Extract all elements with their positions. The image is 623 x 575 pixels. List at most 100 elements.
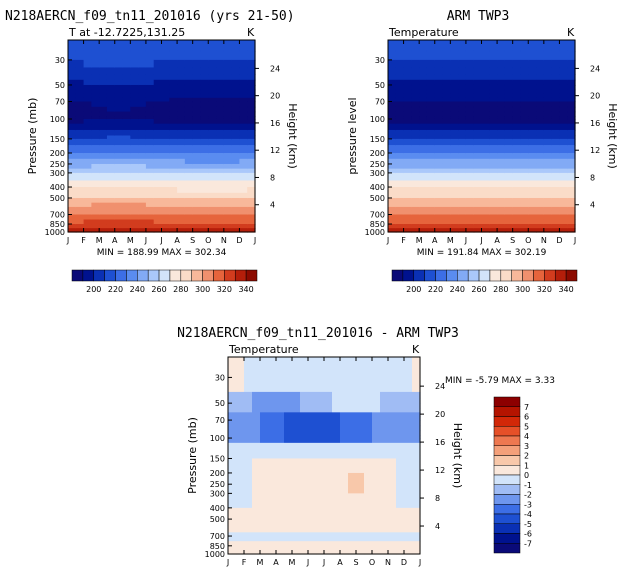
heatmap-cell [481,84,490,91]
heatmap-cell [395,89,405,95]
heatmap-cell [520,93,529,99]
heatmap-cell [450,219,459,225]
heatmap-cell [364,484,373,490]
heatmap-cell [332,523,341,529]
heatmap-cell [292,501,301,509]
heatmap-cell [239,118,248,125]
y2-axis-title: Height (km) [286,103,299,169]
heatmap-cell [364,501,373,509]
colorbar-label: 1 [524,461,529,470]
heatmap-cell [388,472,397,480]
colorbar-swatch [104,269,116,282]
heatmap-cell [473,206,483,212]
heatmap-cell [247,168,256,174]
heatmap-cell [380,478,389,485]
heatmap-cell [169,79,178,86]
heatmap-cell [239,180,248,188]
heatmap-cell [388,168,397,174]
heatmap-cell [411,116,420,120]
month-label: J [159,236,162,245]
heatmap-cell [340,449,349,456]
heatmap-cell [372,454,381,460]
heatmap-cell [412,438,421,444]
heatmap-cell [403,158,412,165]
heatmap-cell [411,219,420,225]
heatmap-cell [223,89,233,95]
heatmap-cell [404,438,413,444]
heatmap-cell [412,397,421,404]
heatmap-cell [388,79,397,86]
heatmap-cell [403,172,412,182]
heatmap-cell [284,493,293,502]
heatmap-cell [75,168,85,174]
heatmap-cell [231,123,241,131]
heatmap-cell [403,202,412,208]
heatmap-cell [395,219,405,225]
heatmap-cell [114,118,124,125]
heatmap-cell [130,163,139,170]
heatmap-cell [403,163,412,170]
heatmap-cell [184,153,194,160]
heatmap-cell [364,416,373,421]
heatmap-cell [512,192,522,199]
heatmap-cell [223,192,233,199]
heatmap-cell [528,50,537,61]
heatmap-cell [473,153,483,160]
heatmap-cell [231,106,241,113]
heatmap-cell [177,116,186,120]
month-label: J [573,236,576,245]
heatmap-cell [300,416,309,421]
heatmap-cell [260,442,269,450]
colorbar-label: 4 [524,432,529,441]
heatmap-cell [114,111,124,118]
heatmap-cell [396,488,405,494]
heatmap-cell [520,214,529,221]
heatmap-cell [372,397,381,404]
heatmap-cell [200,93,209,99]
colorbar-swatch [71,269,84,282]
heatmap-cell [465,197,475,204]
pressure-tick-label: 200 [210,469,225,478]
heatmap-cell [308,407,317,413]
heatmap-cell [260,435,269,439]
heatmap-cell [169,101,178,108]
heatmap-cell [247,153,256,160]
heatmap-cell [153,111,163,118]
heatmap-cell [223,67,233,75]
heatmap-cell [184,59,194,69]
heatmap-cell [473,228,483,233]
heatmap-cell [332,377,341,386]
heatmap-cell [489,224,498,229]
heatmap-cell [434,214,444,221]
heatmap-cell [395,79,405,86]
heatmap-cell [473,59,483,69]
heatmap-cell [75,158,85,165]
heatmap-cell [567,158,576,165]
heatmap-cell [200,224,209,229]
heatmap-cell [239,187,248,194]
heatmap-cell [161,111,170,118]
heatmap-cell [567,138,576,146]
heatmap-cell [106,197,116,204]
heatmap-cell [268,541,277,547]
heatmap-cell [512,187,522,194]
heatmap-cell [83,163,92,170]
heatmap-cell [228,442,237,450]
heatmap-cell [247,67,256,75]
colorbar-label: 240 [130,285,145,294]
heatmap-cell [122,67,131,75]
heatmap-cell [324,519,333,525]
heatmap-cell [184,40,194,52]
heatmap-cell [122,224,131,229]
heatmap-cell [169,40,178,52]
heatmap-cell [536,210,545,216]
heatmap-cell [356,507,365,515]
heatmap-cell [223,116,233,120]
heatmap-cell [122,116,131,120]
heatmap-cell [348,541,357,547]
heatmap-cell [236,412,245,417]
heatmap-cell [458,123,467,131]
heatmap-cell [340,416,349,421]
heatmap-cell [252,545,261,551]
heatmap-cell [252,357,261,369]
